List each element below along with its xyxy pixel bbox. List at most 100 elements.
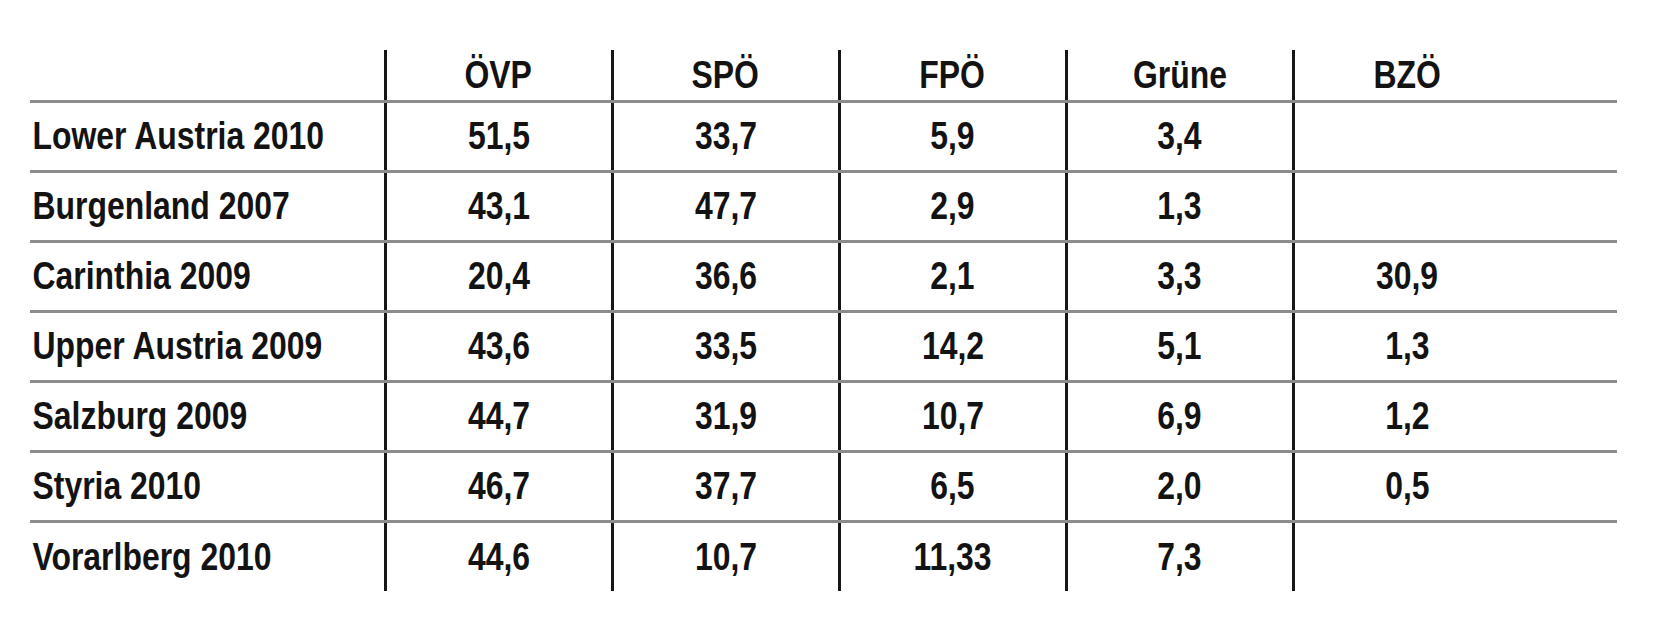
value-cell-grüne: 2,0 (1066, 451, 1293, 521)
row-spacer-cell (1520, 381, 1617, 451)
cell-text: 5,9 (930, 117, 974, 155)
cell-text: 6,5 (930, 467, 974, 505)
value-cell-grüne: 3,3 (1066, 241, 1293, 311)
cell-text: ÖVP (465, 56, 532, 94)
cell-text: 36,6 (694, 257, 756, 295)
table-row: Lower Austria 2010 51,5 33,7 5,9 3,4 (30, 101, 1617, 171)
value-cell-spö: 37,7 (612, 451, 839, 521)
cell-text: 2,9 (930, 187, 974, 225)
cell-text: 3,3 (1157, 257, 1201, 295)
cell-text: FPÖ (920, 56, 986, 94)
header-cell-grüne: Grüne (1066, 50, 1293, 101)
row-spacer-cell (1520, 101, 1617, 171)
value-cell-grüne: 3,4 (1066, 101, 1293, 171)
cell-text: Burgenland 2007 (30, 187, 290, 225)
value-cell-spö: 36,6 (612, 241, 839, 311)
value-cell-bzö (1293, 171, 1520, 241)
cell-text: 10,7 (921, 397, 983, 435)
cell-text: 0,5 (1385, 467, 1429, 505)
cell-text: 33,5 (694, 327, 756, 365)
value-cell-övp: 20,4 (385, 241, 612, 311)
table-row: Salzburg 2009 44,7 31,9 10,7 6,9 1,2 (30, 381, 1617, 451)
row-label-cell: Lower Austria 2010 (30, 101, 385, 171)
cell-text: 1,2 (1385, 397, 1429, 435)
cell-text: 14,2 (921, 327, 983, 365)
value-cell-bzö: 1,3 (1293, 311, 1520, 381)
value-cell-fpö: 2,1 (839, 241, 1066, 311)
value-cell-övp: 43,6 (385, 311, 612, 381)
value-cell-grüne: 1,3 (1066, 171, 1293, 241)
cell-text: Salzburg 2009 (30, 397, 247, 435)
value-cell-fpö: 2,9 (839, 171, 1066, 241)
table-row: Burgenland 2007 43,1 47,7 2,9 1,3 (30, 171, 1617, 241)
value-cell-övp: 51,5 (385, 101, 612, 171)
row-spacer-cell (1520, 241, 1617, 311)
cell-text: 5,1 (1157, 327, 1201, 365)
row-label-cell: Styria 2010 (30, 451, 385, 521)
value-cell-spö: 31,9 (612, 381, 839, 451)
cell-text: 44,7 (467, 397, 529, 435)
row-spacer-cell (1520, 521, 1617, 591)
value-cell-fpö: 10,7 (839, 381, 1066, 451)
value-cell-bzö (1293, 521, 1520, 591)
cell-text: 11,33 (913, 538, 991, 576)
row-label-cell: Upper Austria 2009 (30, 311, 385, 381)
value-cell-övp: 46,7 (385, 451, 612, 521)
value-cell-spö: 33,7 (612, 101, 839, 171)
value-cell-övp: 44,7 (385, 381, 612, 451)
header-cell-spö: SPÖ (612, 50, 839, 101)
cell-text: 1,3 (1157, 187, 1201, 225)
value-cell-bzö: 1,2 (1293, 381, 1520, 451)
cell-text: 2,1 (930, 257, 974, 295)
cell-text: 3,4 (1157, 117, 1201, 155)
table-body: Lower Austria 2010 51,5 33,7 5,9 3,4 Burgenla… (30, 101, 1617, 591)
cell-text: Carinthia 2009 (30, 257, 251, 295)
value-cell-bzö: 30,9 (1293, 241, 1520, 311)
cell-text: 30,9 (1376, 257, 1438, 295)
header-cell-fpö: FPÖ (839, 50, 1066, 101)
value-cell-grüne: 5,1 (1066, 311, 1293, 381)
header-spacer-cell (1520, 50, 1617, 101)
value-cell-övp: 44,6 (385, 521, 612, 591)
document-page: ÖVP SPÖ FPÖ Grüne BZÖ Lower Austria 2010 51,5… (0, 0, 1666, 626)
header-cell-bzö: BZÖ (1293, 50, 1520, 101)
value-cell-spö: 33,5 (612, 311, 839, 381)
election-results-table: ÖVP SPÖ FPÖ Grüne BZÖ Lower Austria 2010 51,5… (30, 50, 1617, 591)
cell-text: 43,6 (467, 327, 529, 365)
cell-text: Grüne (1132, 56, 1226, 94)
cell-text: 47,7 (694, 187, 756, 225)
cell-text: 6,9 (1157, 397, 1201, 435)
cell-text: Styria 2010 (30, 467, 201, 505)
value-cell-spö: 10,7 (612, 521, 839, 591)
cell-text: 43,1 (467, 187, 529, 225)
value-cell-bzö (1293, 101, 1520, 171)
table-header: ÖVP SPÖ FPÖ Grüne BZÖ (30, 50, 1617, 101)
cell-text: 51,5 (467, 117, 529, 155)
cell-text: 1,3 (1385, 327, 1429, 365)
cell-text: 20,4 (467, 257, 529, 295)
cell-text: 31,9 (694, 397, 756, 435)
cell-text: 10,7 (694, 538, 756, 576)
cell-text: BZÖ (1374, 56, 1441, 94)
value-cell-fpö: 6,5 (839, 451, 1066, 521)
row-spacer-cell (1520, 311, 1617, 381)
value-cell-spö: 47,7 (612, 171, 839, 241)
cell-text: Lower Austria 2010 (30, 117, 324, 155)
value-cell-fpö: 5,9 (839, 101, 1066, 171)
header-cell-övp: ÖVP (385, 50, 612, 101)
row-label-cell: Salzburg 2009 (30, 381, 385, 451)
row-spacer-cell (1520, 171, 1617, 241)
row-label-cell: Burgenland 2007 (30, 171, 385, 241)
table-row: Carinthia 2009 20,4 36,6 2,1 3,3 30,9 (30, 241, 1617, 311)
cell-text: Upper Austria 2009 (30, 327, 322, 365)
table-row: Upper Austria 2009 43,6 33,5 14,2 5,1 1,3 (30, 311, 1617, 381)
value-cell-fpö: 14,2 (839, 311, 1066, 381)
cell-text: 7,3 (1157, 538, 1201, 576)
cell-text: 46,7 (467, 467, 529, 505)
header-cell-rowlabels (30, 50, 385, 101)
value-cell-övp: 43,1 (385, 171, 612, 241)
header-row: ÖVP SPÖ FPÖ Grüne BZÖ (30, 50, 1617, 101)
value-cell-fpö: 11,33 (839, 521, 1066, 591)
cell-text: 33,7 (694, 117, 756, 155)
cell-text: 37,7 (694, 467, 756, 505)
